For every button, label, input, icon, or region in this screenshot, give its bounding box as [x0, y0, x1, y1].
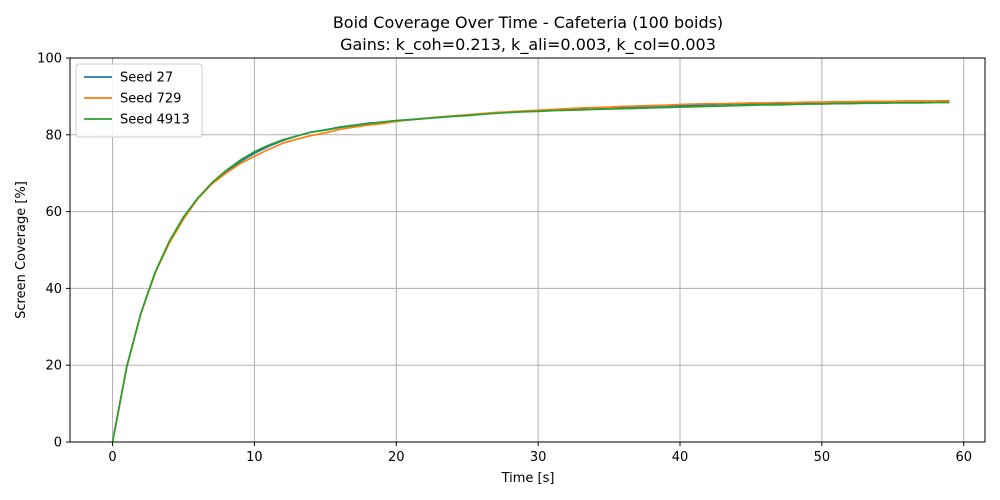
legend-label: Seed 729	[120, 92, 181, 107]
y-tick-label: 0	[54, 436, 62, 451]
x-tick-label: 60	[955, 450, 972, 465]
x-tick-label: 20	[388, 450, 405, 465]
y-tick-label: 80	[45, 128, 62, 143]
chart-title: Boid Coverage Over Time - Cafeteria (100…	[333, 13, 723, 32]
y-axis-label: Screen Coverage [%]	[14, 181, 29, 319]
chart-subtitle: Gains: k_coh=0.213, k_ali=0.003, k_col=0…	[340, 35, 716, 55]
y-tick-label: 60	[45, 205, 62, 220]
legend: Seed 27 Seed 729 Seed 4913	[75, 63, 203, 138]
x-tick-label: 50	[814, 450, 831, 465]
y-axis-ticks: 0 20 40 60 80 100	[37, 52, 70, 451]
series-line-seed-729	[111, 99, 950, 443]
series-lines	[111, 99, 950, 443]
x-axis-ticks: 0 10 20 30 40 50 60	[108, 442, 972, 465]
x-tick-label: 10	[246, 450, 263, 465]
x-tick-label: 0	[108, 450, 116, 465]
x-tick-label: 40	[672, 450, 689, 465]
y-tick-label: 20	[45, 359, 62, 374]
y-tick-label: 100	[37, 52, 62, 67]
x-axis-label: Time [s]	[501, 471, 555, 486]
legend-label: Seed 4913	[120, 113, 190, 128]
legend-label: Seed 27	[120, 71, 173, 86]
grid	[70, 57, 985, 443]
y-tick-label: 40	[45, 282, 62, 297]
plot-area-frame	[69, 57, 986, 443]
x-tick-label: 30	[530, 450, 547, 465]
series-line-seed-4913	[111, 101, 950, 443]
series-line-seed-27	[111, 100, 950, 443]
